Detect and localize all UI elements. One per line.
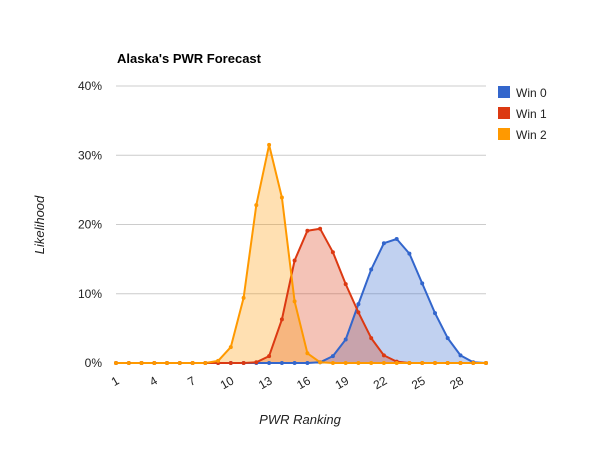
data-point[interactable] xyxy=(126,361,131,365)
data-point[interactable] xyxy=(318,226,323,231)
data-point[interactable] xyxy=(381,361,386,365)
data-point[interactable] xyxy=(381,241,386,246)
data-point[interactable] xyxy=(445,361,450,365)
data-point[interactable] xyxy=(279,361,284,365)
data-point[interactable] xyxy=(343,337,348,342)
x-tick-label: 7 xyxy=(185,373,198,389)
y-tick-label: 20% xyxy=(78,218,102,232)
data-point[interactable] xyxy=(241,361,246,365)
data-point[interactable] xyxy=(267,354,272,359)
data-point[interactable] xyxy=(420,281,425,286)
data-point[interactable] xyxy=(356,361,361,365)
data-point[interactable] xyxy=(292,258,297,263)
x-tick-label: 25 xyxy=(409,373,428,392)
x-tick-label: 19 xyxy=(333,373,352,392)
data-point[interactable] xyxy=(369,361,374,365)
x-tick-label: 1 xyxy=(109,373,122,389)
data-point[interactable] xyxy=(445,336,450,341)
data-point[interactable] xyxy=(343,282,348,287)
data-point[interactable] xyxy=(203,361,208,365)
data-point[interactable] xyxy=(458,361,463,365)
y-axis-title: Likelihood xyxy=(32,195,47,254)
data-point[interactable] xyxy=(279,195,284,200)
data-point[interactable] xyxy=(433,311,437,316)
data-point[interactable] xyxy=(228,345,233,350)
data-point[interactable] xyxy=(471,361,476,365)
data-point[interactable] xyxy=(152,361,157,365)
data-point[interactable] xyxy=(356,310,361,315)
legend-label: Win 0 xyxy=(516,86,547,100)
data-point[interactable] xyxy=(241,295,246,300)
x-tick-label: 16 xyxy=(294,373,313,392)
series-lines xyxy=(116,143,487,364)
data-point[interactable] xyxy=(433,361,437,365)
legend-label: Win 1 xyxy=(516,107,547,121)
series-area-1 xyxy=(116,239,486,363)
legend-swatch xyxy=(498,128,510,140)
data-point[interactable] xyxy=(394,361,399,365)
data-point[interactable] xyxy=(407,251,412,256)
data-point[interactable] xyxy=(216,358,221,363)
data-point[interactable] xyxy=(330,361,335,365)
x-tick-label: 10 xyxy=(218,373,237,392)
data-point[interactable] xyxy=(484,361,488,365)
data-point[interactable] xyxy=(292,361,297,365)
data-point[interactable] xyxy=(394,237,399,241)
data-point[interactable] xyxy=(343,361,348,365)
x-tick-label: 13 xyxy=(256,373,275,392)
data-point[interactable] xyxy=(139,361,144,365)
data-point[interactable] xyxy=(458,353,463,358)
x-tick-label: 28 xyxy=(447,373,466,392)
data-point[interactable] xyxy=(177,361,182,365)
data-point[interactable] xyxy=(381,353,386,358)
data-point[interactable] xyxy=(330,250,335,255)
legend-swatch xyxy=(498,107,510,119)
data-point[interactable] xyxy=(369,336,374,341)
y-tick-label: 30% xyxy=(78,148,102,162)
data-point[interactable] xyxy=(305,228,310,233)
data-point[interactable] xyxy=(305,361,310,365)
data-point[interactable] xyxy=(330,354,335,359)
x-axis-title: PWR Ranking xyxy=(259,412,341,427)
legend-label: Win 2 xyxy=(516,128,547,142)
data-point[interactable] xyxy=(279,317,284,322)
data-point[interactable] xyxy=(254,203,259,208)
data-point[interactable] xyxy=(420,361,425,365)
chart-title: Alaska's PWR Forecast xyxy=(117,51,262,66)
series-areas xyxy=(116,144,486,363)
data-point[interactable] xyxy=(267,361,272,365)
x-tick-label: 4 xyxy=(147,373,160,389)
data-point[interactable] xyxy=(318,360,323,365)
data-point[interactable] xyxy=(305,351,310,356)
y-tick-label: 0% xyxy=(85,356,103,370)
series-points xyxy=(114,142,488,365)
data-point[interactable] xyxy=(114,361,118,365)
data-point[interactable] xyxy=(407,361,412,365)
data-point[interactable] xyxy=(369,267,374,272)
legend: Win 0 Win 1 Win 2 xyxy=(498,86,547,142)
data-point[interactable] xyxy=(228,361,233,365)
series-line-3 xyxy=(116,143,486,364)
data-point[interactable] xyxy=(190,361,195,365)
legend-swatch xyxy=(498,86,510,98)
data-point[interactable] xyxy=(292,299,297,304)
x-tick-label: 22 xyxy=(371,373,390,392)
data-point[interactable] xyxy=(254,360,259,365)
data-point[interactable] xyxy=(356,302,361,307)
y-tick-label: 40% xyxy=(78,79,102,93)
y-tick-label: 10% xyxy=(78,287,102,301)
y-axis-ticks: 0% 10% 20% 30% 40% xyxy=(78,79,102,370)
x-axis-ticks: 1 4 7 10 13 16 19 22 25 28 xyxy=(109,373,467,392)
series-area-2 xyxy=(116,228,486,363)
data-point[interactable] xyxy=(267,142,272,147)
data-point[interactable] xyxy=(165,361,169,365)
